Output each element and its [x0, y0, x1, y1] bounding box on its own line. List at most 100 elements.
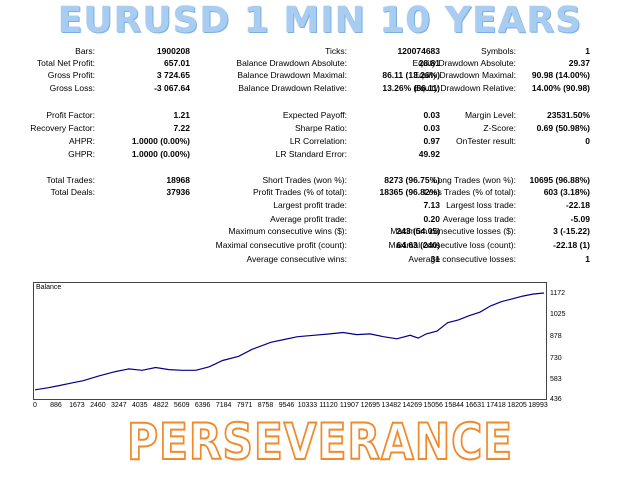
x-tick-label: 12695: [360, 402, 381, 409]
balance-series-line: [34, 292, 545, 391]
stat-label: Total Trades:: [46, 175, 95, 185]
x-tick-label: 10333: [297, 402, 318, 409]
y-tick-label: 583: [550, 376, 562, 383]
x-tick-label: 2460: [90, 402, 106, 409]
y-tick-label: 1025: [550, 311, 566, 318]
stat-value: 1.0000 (0.00%): [131, 149, 190, 159]
stat-label: Recovery Factor:: [30, 123, 95, 133]
stat-label: Ticks:: [325, 46, 347, 56]
stat-value: 657.01: [164, 58, 190, 68]
stat-value: 1: [585, 254, 590, 264]
x-tick-label: 4035: [131, 402, 148, 409]
stat-label: LR Standard Error:: [275, 149, 347, 159]
stat-label: Maximum consecutive losses ($):: [390, 226, 516, 236]
x-tick-label: 11120: [319, 402, 338, 409]
stat-value: -3 067.64: [154, 83, 190, 93]
stat-label: Maximum consecutive wins ($):: [228, 226, 347, 236]
stat-value: 31: [430, 254, 440, 264]
x-tick-label: 7184: [215, 402, 232, 409]
footer-banner: PERSEVERANCE: [126, 412, 514, 472]
stat-label: GHPR:: [68, 149, 95, 159]
x-tick-label: 11907: [339, 402, 359, 409]
stat-value: -22.18: [565, 200, 590, 210]
stat-label: Margin Level:: [464, 110, 516, 120]
x-tick-label: 14269: [402, 402, 422, 409]
stat-label: Z-Score:: [483, 123, 516, 133]
stat-label: Largest loss trade:: [446, 200, 516, 210]
stat-value: -22.18 (1): [553, 240, 590, 250]
page-title: EURUSD 1 MIN 10 YEARS: [57, 0, 583, 41]
stat-label: Expected Payoff:: [282, 110, 347, 120]
x-tick-label: 0: [33, 402, 37, 409]
stat-value: 64.63 (240): [396, 240, 440, 250]
x-tick-label: 6396: [194, 402, 211, 409]
stat-value: 7.13: [423, 200, 440, 210]
x-tick-label: 3247: [111, 402, 127, 409]
stat-label: Average profit trade:: [270, 214, 347, 224]
stat-value: 90.98 (14.00%): [531, 70, 590, 80]
stat-value: 29.37: [568, 58, 590, 68]
stat-value: 37936: [166, 187, 190, 197]
stat-label: Total Net Profit:: [36, 58, 95, 68]
stat-value: 603 (3.18%): [543, 187, 590, 197]
stat-value: 86.11 (13.26%): [382, 70, 440, 80]
stat-value: 1.0000 (0.00%): [131, 136, 190, 146]
stat-label: Gross Profit:: [47, 70, 95, 80]
stat-label: Short Trades (won %):: [262, 175, 347, 185]
stat-value: 1: [585, 46, 590, 56]
stat-value: 0.03: [423, 123, 440, 133]
stat-value: 10695 (96.88%): [529, 175, 591, 185]
stat-label: Long Trades (won %):: [432, 175, 516, 185]
x-tick-label: 18205: [507, 402, 527, 409]
x-tick-label: 7971: [236, 402, 253, 409]
stat-value: 18365 (96.82%): [379, 187, 441, 197]
y-tick-label: 730: [550, 355, 562, 362]
stat-label: Balance Drawdown Maximal:: [237, 70, 347, 80]
stat-value: 3 724.65: [156, 70, 190, 80]
stat-value: 0.69 (50.98%): [536, 123, 590, 133]
stat-value: 14.00% (90.98): [531, 83, 590, 93]
balance-chart: [33, 282, 547, 400]
stats-table: Bars: 1900208 Ticks: 120074683 Symbols: 1 Tota…: [30, 46, 591, 264]
stat-value: 28.81: [418, 58, 440, 68]
chart-title: Balance: [36, 284, 62, 291]
stat-label: Equity Drawdown Absolute:: [412, 58, 516, 68]
stat-value: -5.09: [570, 214, 590, 224]
stat-label: Symbols:: [481, 46, 516, 56]
stat-value: 0: [585, 136, 590, 146]
stat-label: Gross Loss:: [49, 83, 95, 93]
x-tick-label: 17418: [486, 402, 506, 409]
stat-label: OnTester result:: [456, 136, 516, 146]
stat-value: 0.97: [423, 136, 440, 146]
stat-label: Equity Drawdown Relative:: [414, 83, 516, 93]
stat-value: 18968: [166, 175, 190, 185]
stat-label: Largest profit trade:: [273, 200, 347, 210]
y-tick-label: 436: [550, 396, 562, 403]
stat-label: Sharpe Ratio:: [295, 123, 347, 133]
stat-label: Profit Factor:: [46, 110, 95, 120]
x-tick-label: 5609: [173, 402, 190, 409]
x-tick-label: 8758: [257, 402, 274, 409]
stat-label: AHPR:: [69, 136, 95, 146]
y-tick-label: 878: [550, 333, 562, 340]
stat-label: Equity Drawdown Maximal:: [413, 70, 516, 80]
stat-label: Bars:: [75, 46, 95, 56]
stat-value: 13.26% (86.11): [382, 83, 440, 93]
stat-value: 8273 (96.75%): [384, 175, 440, 185]
stat-label: Average loss trade:: [442, 214, 516, 224]
x-tick-label: 18993: [528, 402, 548, 409]
x-tick-label: 13482: [381, 402, 402, 409]
stat-label: Loss Trades (% of total):: [423, 187, 516, 197]
x-tick-label: 886: [50, 402, 62, 409]
stat-label: Total Deals:: [50, 187, 95, 197]
stat-value: 120074683: [397, 46, 440, 56]
stat-label: Maximal consecutive profit (count):: [215, 240, 347, 250]
stat-label: Profit Trades (% of total):: [252, 187, 347, 197]
stat-label: Average consecutive losses:: [408, 254, 516, 264]
stat-value: 7.22: [173, 123, 190, 133]
y-tick-label: 1172: [550, 290, 566, 297]
stat-value: 0.03: [423, 110, 440, 120]
stat-label: Balance Drawdown Absolute:: [236, 58, 347, 68]
x-tick-label: 9546: [278, 402, 295, 409]
